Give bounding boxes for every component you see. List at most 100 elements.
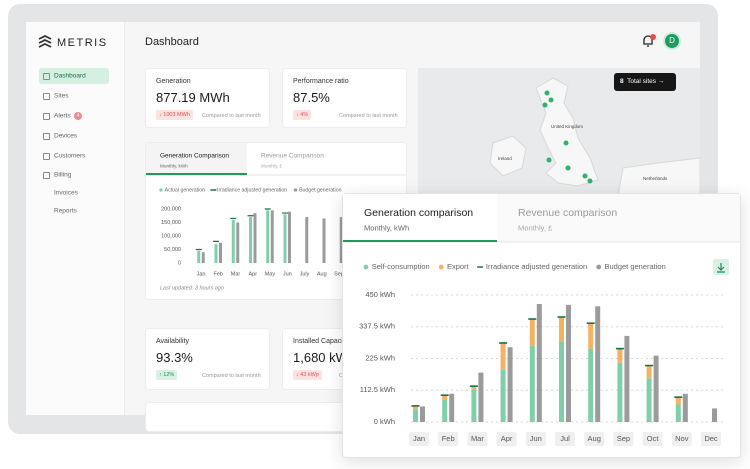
x-tick-label: Mar: [471, 434, 484, 443]
tab[interactable]: [497, 194, 740, 242]
kpi-label: Availability: [156, 338, 189, 345]
kpi-note: Compared to last month: [339, 113, 398, 119]
x-tick-label: Jan: [197, 271, 206, 277]
place-label: United Kingdom: [551, 124, 584, 129]
nav-icon: [43, 93, 50, 100]
bar: [675, 404, 681, 422]
x-tick-label: Aug: [317, 271, 327, 277]
bar: [420, 406, 425, 422]
bar: [413, 409, 418, 422]
tab[interactable]: [146, 143, 247, 175]
kpi-card: Generation 877.19 MWh ↓ 1003 MWh Compared t…: [145, 68, 270, 128]
x-tick-label: Apr: [248, 271, 257, 277]
sites-label: Total sites: [627, 78, 657, 85]
tab-title: Revenue Comparison: [261, 153, 324, 160]
bar: [266, 210, 270, 263]
x-tick-label: July: [300, 271, 310, 277]
bar: [339, 217, 343, 263]
month-pill: [555, 432, 575, 446]
place-label: Netherlands: [643, 176, 668, 181]
nav-item[interactable]: Sites: [54, 92, 69, 100]
nav-item[interactable]: Customers: [54, 152, 86, 160]
x-tick-label: Feb: [442, 434, 455, 443]
nav-item[interactable]: Devices: [54, 132, 78, 140]
y-tick-label: 0: [178, 260, 181, 266]
bar: [471, 389, 477, 422]
kpi-value: 87.5%: [293, 90, 330, 105]
bar: [536, 304, 542, 422]
map-canvas: [489, 77, 700, 195]
bar: [559, 317, 564, 342]
kpi-note: Compared to last month: [202, 113, 261, 119]
month-pill: [525, 432, 546, 446]
nav-highlight: [39, 68, 109, 84]
month-pill: [642, 432, 663, 446]
nav-item[interactable]: Reports: [54, 207, 77, 215]
tab[interactable]: [343, 194, 497, 242]
x-tick-label: Sep: [334, 271, 344, 277]
month-pill: [613, 432, 634, 446]
alert-badge: 4: [74, 112, 82, 120]
kpi-label: Performance ratio: [293, 78, 349, 85]
legend-swatch: [438, 264, 444, 270]
bar: [442, 399, 448, 422]
y-tick-label: 112.5 kWh: [360, 385, 395, 394]
nav-icon: [43, 73, 50, 80]
y-tick-label: 50,000: [164, 247, 181, 253]
x-tick-label: Mar: [231, 271, 241, 277]
alerts-card: [145, 402, 345, 432]
kpi-value: 93.3%: [156, 350, 193, 365]
x-tick-label: Oct: [647, 434, 660, 443]
x-tick-label: Dec: [704, 434, 718, 443]
x-tick-label: May: [265, 271, 276, 277]
nav-item[interactable]: Dashboard: [54, 72, 86, 80]
bar: [675, 397, 681, 405]
bar: [197, 250, 201, 263]
bar: [253, 213, 257, 263]
page-title: Dashboard: [145, 36, 199, 48]
kpi-card: Availability 93.3% ↑ 12% Compared to last m…: [145, 328, 270, 390]
kpi-value: 1,680 kWp: [293, 350, 356, 365]
y-tick-label: 100,000: [161, 233, 181, 239]
nav-icon: [43, 153, 50, 160]
nav-item[interactable]: Billing: [54, 171, 72, 179]
bar: [507, 347, 513, 422]
y-tick-label: 450 kWh: [365, 290, 395, 299]
nav-item[interactable]: Alerts: [54, 112, 71, 120]
y-tick-label: 225 kWh: [365, 353, 395, 362]
legend-swatch: [293, 188, 298, 192]
avatar[interactable]: D: [663, 32, 681, 50]
legend-swatch: [363, 264, 369, 270]
legend-label: Irradiance adjusted generation: [217, 187, 287, 193]
total-sites-button[interactable]: 8 Total sites →: [614, 73, 676, 91]
month-pill: [671, 432, 692, 446]
y-tick-label: 337.5 kWh: [359, 322, 395, 331]
kpi-value: 877.19 MWh: [156, 90, 230, 105]
tab-subtitle: Monthly, kWh: [160, 163, 188, 168]
nav-item[interactable]: Invoices: [54, 189, 78, 197]
bar: [219, 242, 222, 263]
kpi-change: ↓ 1003 MWh: [156, 110, 193, 120]
tab[interactable]: [247, 143, 340, 175]
bar: [566, 304, 571, 422]
legend-label: Budget generation: [604, 262, 665, 271]
legend-label: Irradiance adjusted generation: [486, 262, 587, 271]
legend-label: Actual generation: [165, 187, 205, 193]
place-label: Ireland: [498, 156, 512, 161]
kpi-label: Generation: [156, 78, 191, 85]
bell[interactable]: [641, 33, 657, 49]
tab-subtitle: Monthly, kWh: [364, 224, 409, 233]
month-pill: [409, 432, 429, 446]
kpi-card: Performance ratio 87.5% ↓ 4% Compared to la…: [282, 68, 407, 128]
bar: [288, 211, 291, 263]
y-tick-label: 150,000: [161, 220, 181, 226]
tab-title: Generation Comparison: [160, 153, 229, 160]
x-tick-label: Sep: [617, 434, 630, 443]
x-tick-label: Jun: [283, 271, 292, 277]
x-tick-label: Jun: [530, 434, 542, 443]
sidebar: [26, 22, 125, 415]
logo-icon: [38, 35, 52, 48]
bar: [529, 345, 535, 422]
bar: [471, 386, 477, 390]
sites-count: 8: [620, 78, 624, 85]
